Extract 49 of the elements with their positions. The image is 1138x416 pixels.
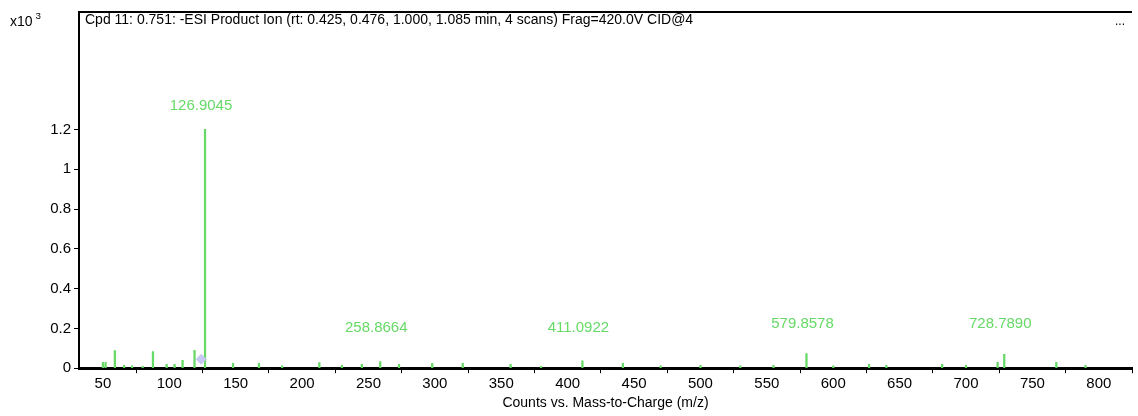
annotation: 126.9045: [169, 95, 233, 113]
x-tick-label: 750: [1019, 374, 1045, 392]
bar: [173, 363, 176, 369]
x-tick-label: 250: [355, 374, 381, 392]
y-tick-label: 0: [62, 358, 71, 376]
x-tick-label: 150: [223, 374, 249, 392]
x-tick-label: 50: [94, 374, 112, 392]
bar: [130, 365, 134, 369]
bar: [318, 362, 321, 369]
x-tick-label: 700: [953, 374, 979, 392]
bar: [659, 365, 662, 369]
y-tick-label: 0.4: [50, 278, 71, 296]
bar: [996, 361, 999, 369]
bar: [379, 361, 382, 369]
x-tick-label: 200: [289, 374, 315, 392]
y-tick-label: 0.2: [50, 318, 71, 336]
bar: [1084, 364, 1087, 369]
x-tick-label: 100: [156, 374, 182, 392]
annotation: 728.7890: [968, 314, 1032, 332]
bar: [113, 350, 116, 369]
bar: [832, 365, 835, 369]
y-tick-label: 1.2: [50, 119, 71, 137]
y-tick-label: 0.8: [50, 199, 71, 217]
bar: [699, 364, 702, 369]
x-tick-label: 500: [687, 374, 713, 392]
x-tick-label: 300: [422, 374, 448, 392]
annotation: 411.0922: [547, 318, 610, 336]
annotation: 258.8664: [344, 318, 408, 336]
x-tick-label: 550: [754, 374, 780, 392]
bar: [739, 365, 742, 369]
bar: [509, 363, 512, 369]
bar: [805, 353, 808, 369]
x-axis-title: Counts vs. Mass-to-Charge (m/z): [502, 394, 709, 411]
bar: [181, 359, 184, 369]
x-tick-label: 450: [621, 374, 647, 392]
bar: [281, 365, 284, 369]
y-tick-label: 0.6: [50, 238, 71, 256]
bar: [193, 349, 196, 369]
annotation: ...: [1114, 14, 1125, 29]
annotation: 579.8578: [771, 314, 834, 332]
x-tick-label: 800: [1086, 374, 1112, 392]
x-tick-label: 350: [488, 374, 514, 392]
bar: [772, 364, 775, 369]
chart-title: Cpd 11: 0.751: -ESI Product Ion (rt: 0.425, 0.476, 1.000, 1.085 min, 4 scans) Frag=420.0V CID@4: [85, 10, 694, 27]
bar: [581, 360, 584, 369]
x-tick-label: 650: [887, 374, 913, 392]
y-tick-label: 1: [62, 159, 71, 177]
x-tick-label: 600: [820, 374, 846, 392]
x-tick-label: 400: [555, 374, 581, 392]
